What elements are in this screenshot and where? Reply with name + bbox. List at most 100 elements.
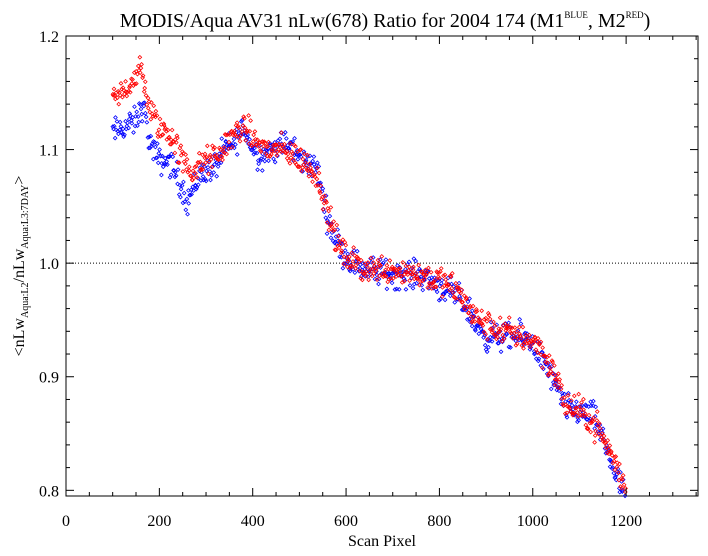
blue-data-point: [300, 168, 306, 174]
blue-data-point: [172, 169, 178, 175]
red-data-point: [185, 169, 191, 175]
red-data-point: [202, 151, 208, 157]
red-data-point: [514, 341, 520, 347]
red-data-point: [521, 345, 526, 351]
blue-data-point: [285, 142, 291, 148]
red-data-point: [453, 280, 459, 286]
blue-data-point: [328, 235, 334, 241]
red-data-point: [218, 147, 223, 152]
red-data-point: [607, 443, 613, 448]
red-data-point: [200, 167, 206, 172]
red-data-point: [206, 171, 211, 177]
red-data-point: [183, 161, 188, 167]
red-data-point: [175, 135, 180, 141]
blue-data-point: [114, 119, 120, 124]
red-data-point: [439, 294, 445, 299]
blue-data-point: [170, 154, 176, 160]
y-tick-label: 1.1: [39, 143, 59, 160]
x-axis: 0 200 400 600 800 1000 1200: [62, 36, 697, 530]
red-data-point: [253, 142, 259, 148]
blue-data-point: [255, 167, 260, 173]
red-data-point: [590, 418, 596, 424]
red-data-point: [296, 164, 301, 169]
red-data-point: [419, 269, 425, 275]
red-data-point: [442, 272, 448, 278]
red-data-point: [532, 335, 538, 341]
red-data-point: [613, 454, 619, 459]
red-data-point: [556, 371, 561, 377]
red-data-point: [449, 271, 455, 276]
blue-data-point: [504, 332, 510, 337]
red-data-point: [303, 160, 308, 166]
red-data-point: [246, 113, 251, 118]
red-data-point: [506, 315, 512, 320]
blue-data-point: [137, 102, 143, 107]
blue-data-point: [204, 168, 209, 174]
blue-data-point: [125, 120, 130, 126]
red-data-point: [115, 95, 120, 101]
red-data-point: [623, 486, 628, 491]
red-data-point: [454, 284, 460, 290]
red-data-point: [119, 86, 125, 92]
red-data-point: [322, 193, 327, 199]
blue-data-point: [259, 168, 265, 173]
red-data-point: [425, 285, 431, 290]
blue-data-point: [120, 126, 126, 132]
blue-data-point: [417, 266, 422, 272]
red-data-point: [363, 273, 369, 279]
red-data-point: [535, 350, 541, 356]
blue-data-point: [215, 164, 221, 169]
red-data-point: [237, 138, 243, 144]
blue-data-point: [287, 147, 292, 153]
blue-data-point: [490, 325, 495, 331]
blue-data-point: [175, 181, 180, 187]
blue-data-point: [323, 215, 329, 221]
red-data-point: [144, 102, 150, 108]
blue-data-point: [486, 344, 491, 350]
red-data-point: [441, 273, 446, 279]
red-data-point: [193, 163, 199, 169]
blue-data-point: [590, 398, 596, 404]
blue-data-point: [144, 119, 150, 125]
red-data-point: [305, 168, 311, 174]
red-data-point: [167, 141, 173, 147]
blue-data-point: [295, 156, 301, 162]
red-data-point: [353, 262, 359, 268]
title-sup-blue: BLUE: [564, 10, 588, 20]
red-data-point: [315, 182, 321, 188]
red-data-point: [457, 297, 463, 302]
blue-data-point: [436, 297, 442, 303]
y-tick-label: 0.9: [39, 370, 59, 387]
red-data-point: [281, 145, 287, 151]
blue-data-point: [116, 131, 121, 137]
red-data-point: [562, 395, 567, 401]
red-data-point: [453, 295, 459, 301]
blue-data-point: [389, 280, 395, 286]
red-data-point: [492, 323, 498, 329]
blue-data-point: [112, 135, 118, 141]
title-main: MODIS/Aqua AV31 nLw(678) Ratio for 2004 …: [120, 10, 565, 32]
red-data-point: [287, 161, 293, 166]
red-data-point: [449, 285, 455, 291]
red-data-point: [222, 150, 227, 156]
red-data-point: [455, 286, 460, 292]
red-data-point: [379, 254, 385, 259]
title-mid: , M2: [588, 10, 626, 32]
blue-data-point: [123, 118, 128, 124]
red-data-point: [316, 170, 322, 176]
blue-data-point: [143, 114, 149, 120]
red-data-point: [303, 165, 309, 171]
red-data-point: [363, 269, 369, 274]
red-data-point: [153, 114, 158, 120]
x-tick-label: 600: [334, 513, 358, 530]
red-data-point: [601, 437, 606, 442]
red-data-point: [282, 141, 287, 147]
blue-data-point: [452, 299, 458, 305]
red-data-point: [157, 116, 163, 122]
blue-data-point: [202, 176, 208, 182]
red-data-point: [480, 323, 486, 328]
blue-data-point: [146, 145, 152, 151]
blue-data-point: [584, 417, 589, 422]
red-data-point: [221, 145, 227, 151]
red-data-point: [175, 160, 181, 165]
